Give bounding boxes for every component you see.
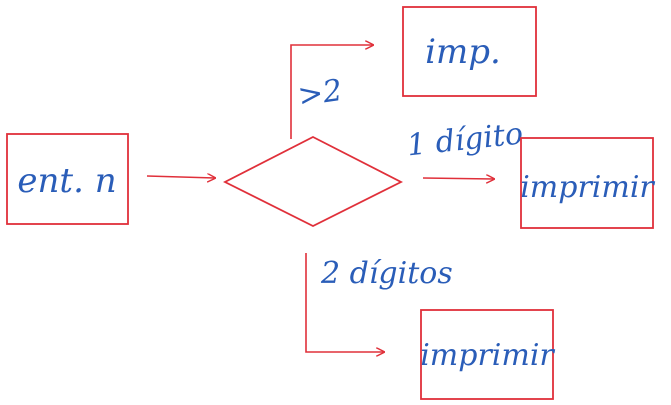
input-box bbox=[6, 133, 129, 225]
input-node: ent. n bbox=[6, 133, 129, 225]
decision-diamond bbox=[223, 135, 403, 228]
imp-label: imp. bbox=[425, 32, 501, 72]
imprimir-box-right bbox=[520, 137, 654, 229]
arrow-input-to-decision bbox=[146, 176, 215, 178]
input-label: ent. n bbox=[17, 161, 116, 201]
imprimir-label-right: imprimir bbox=[520, 170, 655, 205]
branch-bottom: 2 dígitos imprimir bbox=[305, 253, 555, 400]
arrow-to-imprimir-right bbox=[422, 178, 494, 179]
imprimir-label-bottom: imprimir bbox=[420, 338, 555, 373]
decision-node bbox=[223, 135, 403, 228]
condition-one-digit: 1 dígito bbox=[405, 116, 524, 163]
branch-top: >2 imp. bbox=[290, 6, 537, 139]
arrow-to-imp bbox=[290, 45, 373, 139]
branch-right: 1 dígito imprimir bbox=[405, 116, 655, 229]
arrow-to-imprimir-bottom bbox=[305, 253, 384, 352]
imprimir-box-bottom bbox=[420, 309, 554, 400]
condition-greater-than-two: >2 bbox=[296, 73, 345, 114]
condition-two-digits: 2 dígitos bbox=[320, 256, 453, 291]
imp-box bbox=[402, 6, 537, 97]
